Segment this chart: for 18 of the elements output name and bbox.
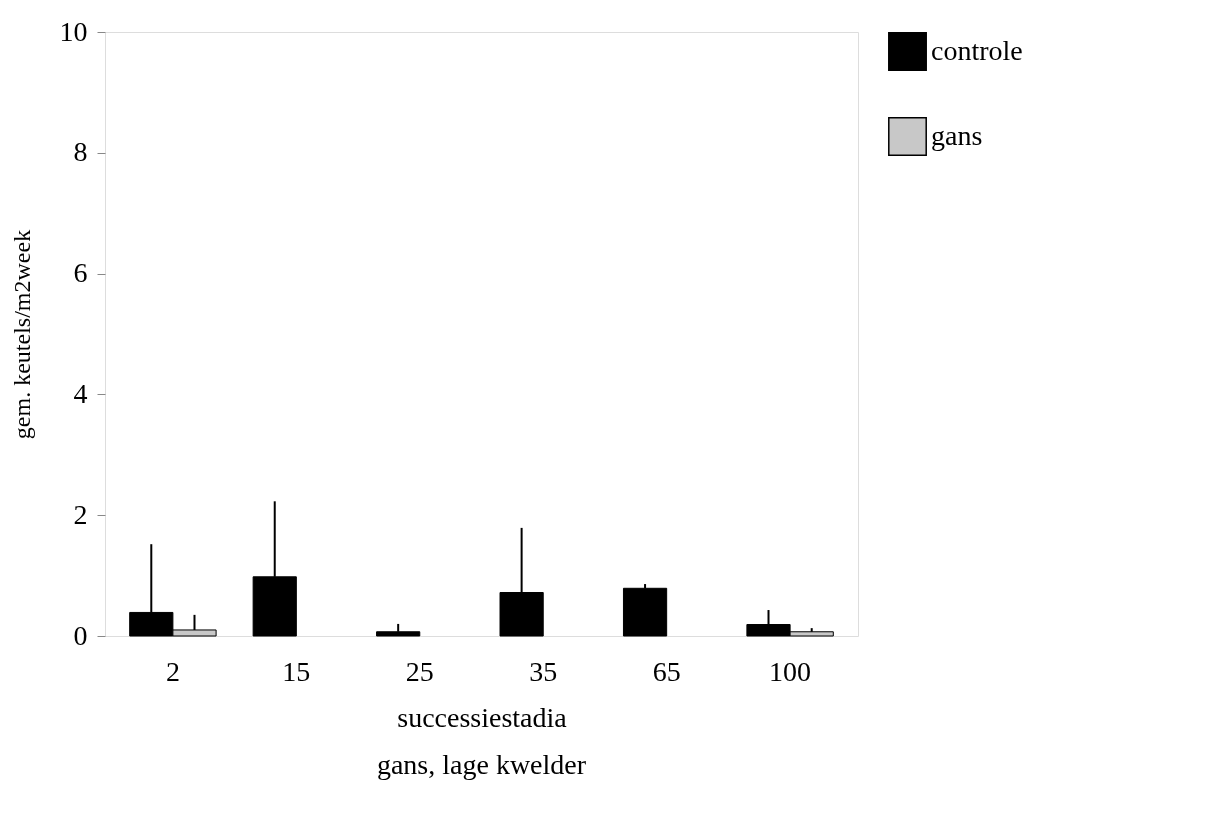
y-tick-label: 4 <box>73 377 88 409</box>
x-axis-title: successiestadia <box>397 701 568 733</box>
bar <box>622 587 668 637</box>
x-tick-label: 35 <box>529 655 558 687</box>
legend-label: gans <box>931 119 983 151</box>
legend-label: controle <box>931 34 1023 66</box>
x-tick-label: 100 <box>769 655 812 687</box>
y-tick-label: 8 <box>73 136 88 168</box>
x-tick-label: 15 <box>282 655 311 687</box>
x-tick-label: 25 <box>405 655 434 687</box>
y-tick-label: 0 <box>73 619 88 651</box>
y-axis-title: gem. keutels/m2week <box>8 229 35 440</box>
y-tick-label: 6 <box>73 257 88 289</box>
text: gans, lage kwelder <box>376 749 587 780</box>
x-tick-label: 65 <box>652 655 681 687</box>
y-tick-label: 2 <box>73 498 88 530</box>
x-tick-label: 2 <box>165 655 180 687</box>
y-tick-label: 10 <box>59 15 88 47</box>
